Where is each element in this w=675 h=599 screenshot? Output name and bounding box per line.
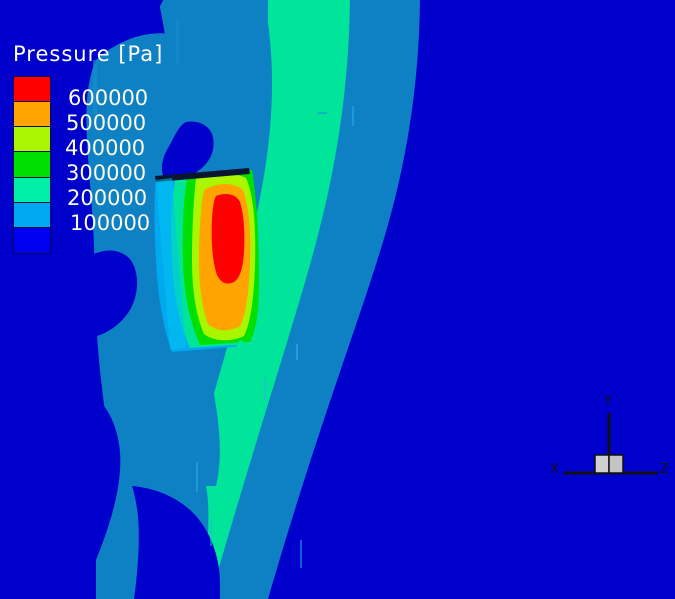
axis-label-y: Y xyxy=(604,394,612,409)
legend-swatch-yellowgreen xyxy=(14,127,50,153)
field-artifact-2 xyxy=(296,344,298,360)
legend-title: Pressure [Pa] xyxy=(13,42,164,66)
cylinder-top-rim xyxy=(155,168,250,182)
legend-swatch-red xyxy=(14,77,50,103)
field-artifact-6 xyxy=(210,520,212,546)
legend-label-100000: 100000 xyxy=(70,211,151,235)
axis-label-z: Z xyxy=(660,462,669,477)
field-artifact-1 xyxy=(318,112,327,114)
geometry-left-lobe xyxy=(67,250,138,338)
axis-triad-widget[interactable]: X Y Z xyxy=(548,395,670,493)
axis-label-x: X xyxy=(550,462,559,477)
legend-label-500000: 500000 xyxy=(66,111,147,135)
field-artifact-7 xyxy=(300,540,302,568)
legend-label-600000: 600000 xyxy=(68,86,149,110)
geometry-lower-support xyxy=(132,486,220,599)
legend-swatch-orange xyxy=(14,102,50,128)
legend-label-200000: 200000 xyxy=(67,186,148,210)
legend-tick-labels: 600000 500000 400000 300000 200000 10000… xyxy=(60,76,175,254)
field-artifact-8 xyxy=(93,60,97,114)
field-artifact-5 xyxy=(196,462,198,492)
contour-tail-green xyxy=(228,340,259,432)
cylinder-left-shading xyxy=(156,178,186,350)
origin-cube-left-face xyxy=(594,454,610,474)
contour-region-lowerleft-blue xyxy=(0,370,121,599)
cylinder-pressure-contours xyxy=(154,168,259,352)
geometry-upper-protrusion xyxy=(161,121,214,178)
pressure-legend: Pressure [Pa] 600000 500000 400000 30000… xyxy=(0,0,180,270)
legend-colorbar[interactable] xyxy=(13,76,51,254)
cylinder-band-red-core xyxy=(211,194,245,284)
legend-label-400000: 400000 xyxy=(65,136,146,160)
field-artifact-9 xyxy=(176,20,179,64)
legend-swatch-springgreen xyxy=(14,177,50,203)
field-artifact-4 xyxy=(352,106,354,126)
legend-swatch-lightblue xyxy=(14,202,50,228)
legend-swatch-blue xyxy=(14,227,50,253)
origin-cube-right-face xyxy=(608,454,624,474)
legend-swatch-green xyxy=(14,152,50,178)
field-artifact-3 xyxy=(264,378,266,400)
legend-label-300000: 300000 xyxy=(66,161,147,185)
axis-triad-svg xyxy=(564,413,658,475)
